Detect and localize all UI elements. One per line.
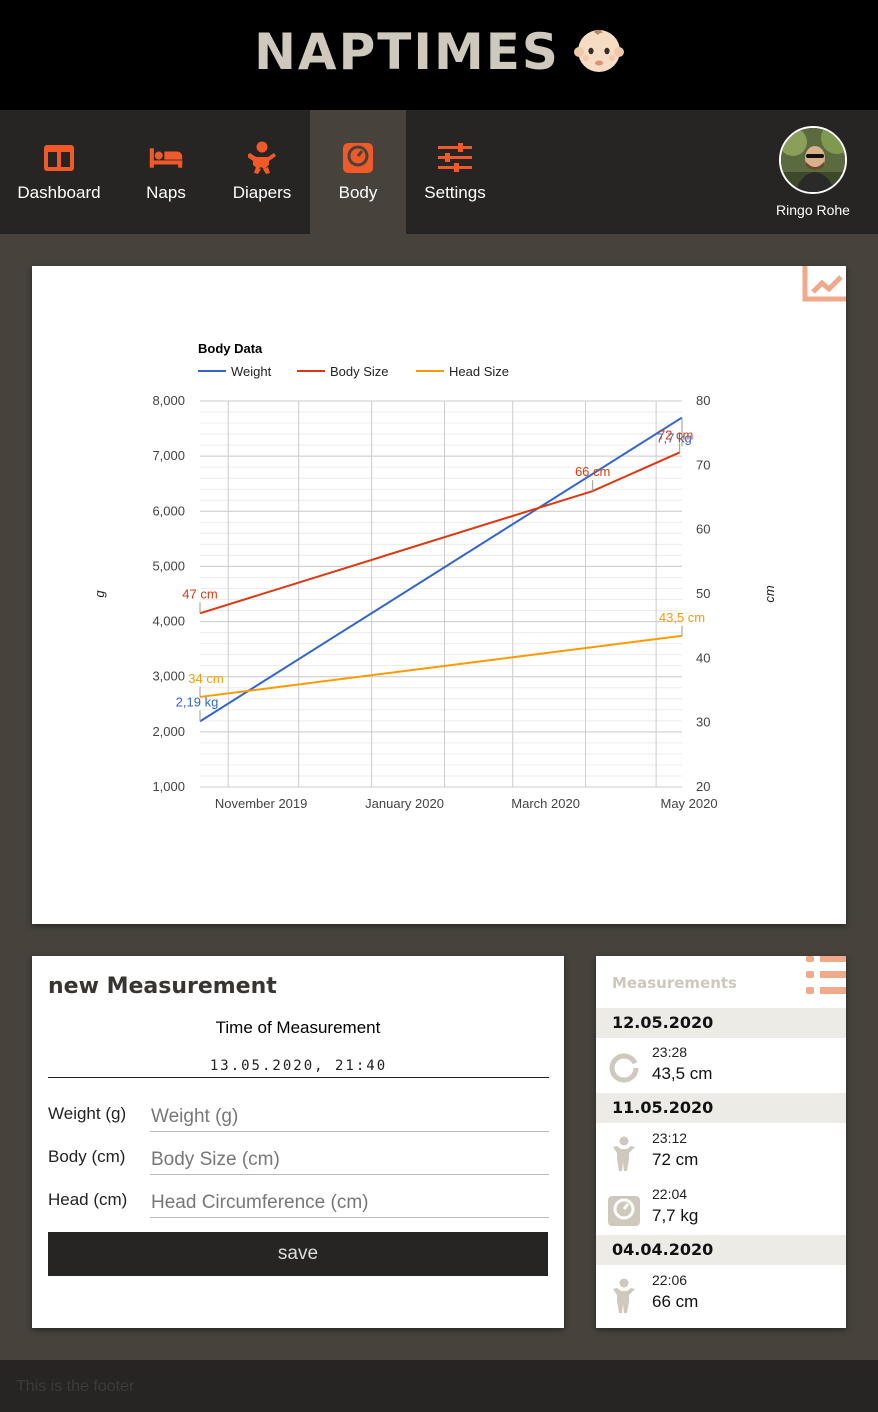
time-label: Time of Measurement [215, 1018, 381, 1037]
list-icon[interactable] [800, 956, 846, 996]
body-field-row: Body (cm) [48, 1145, 549, 1177]
list-item[interactable]: 22:06 66 cm [596, 1268, 846, 1324]
app-header: NAPTIMES [0, 0, 878, 110]
legend: Weight Body Size Head Size [198, 364, 509, 379]
entry-time: 23:12 [652, 1130, 688, 1146]
legend-item-weight: Weight [231, 364, 272, 379]
y-tick-label-right: 30 [696, 715, 710, 730]
scale-icon [341, 141, 375, 175]
chart-title: Body Data [198, 341, 263, 356]
y-tick-label-left: 3,000 [152, 669, 185, 684]
data-label: 2,19 kg [176, 694, 219, 709]
nav-label: Settings [424, 183, 486, 202]
child-figure-icon [613, 1136, 635, 1171]
y-tick-label-left: 4,000 [152, 614, 185, 629]
legend-item-head-size: Head Size [449, 364, 509, 379]
dashboard-columns-icon [42, 141, 76, 175]
y-tick-label-left: 1,000 [152, 779, 185, 794]
entry-value: 72 cm [652, 1150, 699, 1169]
data-label: 47 cm [182, 586, 217, 601]
weight-input[interactable] [150, 1102, 549, 1132]
nav-label: Diapers [232, 183, 292, 202]
body-chart-card: 1,000 2,000 3,000 4,000 5,000 6,000 7,000 8,000… [32, 266, 846, 924]
y-tick-label-right: 50 [696, 586, 710, 601]
head-label: Head (cm) [48, 1190, 128, 1209]
user-menu[interactable]: Ringo Rohe [768, 126, 858, 218]
data-label: 34 cm [188, 671, 223, 686]
entry-time: 22:06 [652, 1272, 688, 1288]
y-tick-label-right: 70 [696, 457, 710, 472]
nav-label: Naps [146, 183, 186, 202]
user-name: Ringo Rohe [776, 202, 850, 218]
y-tick-label-left: 8,000 [152, 393, 185, 408]
series-line-weight[interactable] [199, 416, 683, 723]
x-tick-label: May 2020 [661, 796, 718, 811]
x-tick-label: November 2019 [215, 796, 308, 811]
series-line-head-size[interactable] [199, 634, 683, 698]
y-tick-label-right: 80 [696, 393, 710, 408]
body-size-label: Body (cm) [48, 1147, 126, 1166]
footer-text: This is the footer [16, 1378, 135, 1395]
day-header: 11.05.2020 [596, 1093, 846, 1123]
nav-item-body[interactable]: Body [310, 110, 406, 234]
entry-value: 7,7 kg [652, 1206, 699, 1225]
entry-time: 23:28 [652, 1044, 688, 1060]
list-item[interactable]: 22:04 7,7 kg [596, 1182, 846, 1238]
baby-icon [245, 141, 279, 175]
footer: This is the footer [0, 1360, 878, 1412]
scale-icon [608, 1196, 640, 1226]
nav-item-dashboard[interactable]: Dashboard [0, 110, 118, 234]
y-tick-label-right: 40 [696, 650, 710, 665]
app-title-text: NAPTIMES [254, 23, 560, 81]
head-ring-icon [609, 1053, 639, 1083]
main-nav: Dashboard Naps Diapers Body Settings [0, 110, 878, 234]
avatar[interactable] [779, 126, 847, 194]
list-item[interactable]: 23:12 72 cm [596, 1126, 846, 1182]
form-title: new Measurement [48, 974, 277, 999]
head-circumference-input[interactable] [150, 1188, 549, 1218]
weight-field-row: Weight (g) [48, 1102, 549, 1134]
y-tick-label-left: 2,000 [152, 724, 185, 739]
data-label: 43,5 cm [659, 610, 705, 625]
list-item[interactable]: 23:28 43,5 cm [596, 1040, 846, 1096]
baby-face-icon [573, 25, 624, 87]
measurements-list-card: Measurements 12.05.2020 23:28 43,5 cm 11… [596, 956, 846, 1328]
chart-line-icon[interactable] [802, 266, 846, 303]
measurements-title: Measurements [612, 974, 737, 992]
body-data-chart: 1,000 2,000 3,000 4,000 5,000 6,000 7,000 8,000… [92, 341, 777, 811]
data-label: 72 cm [658, 427, 693, 442]
entry-value: 66 cm [652, 1292, 699, 1311]
time-input[interactable] [48, 1054, 549, 1078]
x-tick-label: March 2020 [511, 796, 580, 811]
nav-item-settings[interactable]: Settings [406, 110, 504, 234]
y-tick-label-right: 60 [696, 522, 710, 537]
y-tick-label-left: 5,000 [152, 558, 185, 573]
y-tick-label-left: 7,000 [152, 448, 185, 463]
sliders-icon [438, 141, 472, 175]
bed-icon [149, 141, 183, 175]
data-label: 7,7 kg [656, 431, 691, 446]
y-axis-label-right: cm [762, 585, 777, 603]
app-title: NAPTIMES [254, 23, 624, 87]
entry-time: 22:04 [652, 1186, 688, 1202]
nav-label: Dashboard [17, 183, 101, 202]
x-tick-label: January 2020 [365, 796, 444, 811]
head-field-row: Head (cm) [48, 1188, 549, 1220]
y-tick-label-left: 6,000 [152, 503, 185, 518]
nav-item-naps[interactable]: Naps [118, 110, 214, 234]
child-figure-icon [613, 1278, 635, 1313]
y-tick-label-right: 20 [696, 779, 710, 794]
day-header: 12.05.2020 [596, 1008, 846, 1038]
weight-label: Weight (g) [48, 1104, 127, 1123]
nav-item-diapers[interactable]: Diapers [214, 110, 310, 234]
save-button[interactable]: save [48, 1232, 548, 1276]
data-label: 66 cm [575, 464, 610, 479]
nav-label: Body [338, 183, 378, 202]
new-measurement-form: new Measurement Time of Measurement Weig… [32, 956, 564, 1328]
body-size-input[interactable] [150, 1145, 549, 1175]
day-header: 04.04.2020 [596, 1235, 846, 1265]
entry-value: 43,5 cm [652, 1064, 713, 1083]
y-axis-label-left: g [92, 590, 107, 598]
legend-item-body-size: Body Size [330, 364, 389, 379]
